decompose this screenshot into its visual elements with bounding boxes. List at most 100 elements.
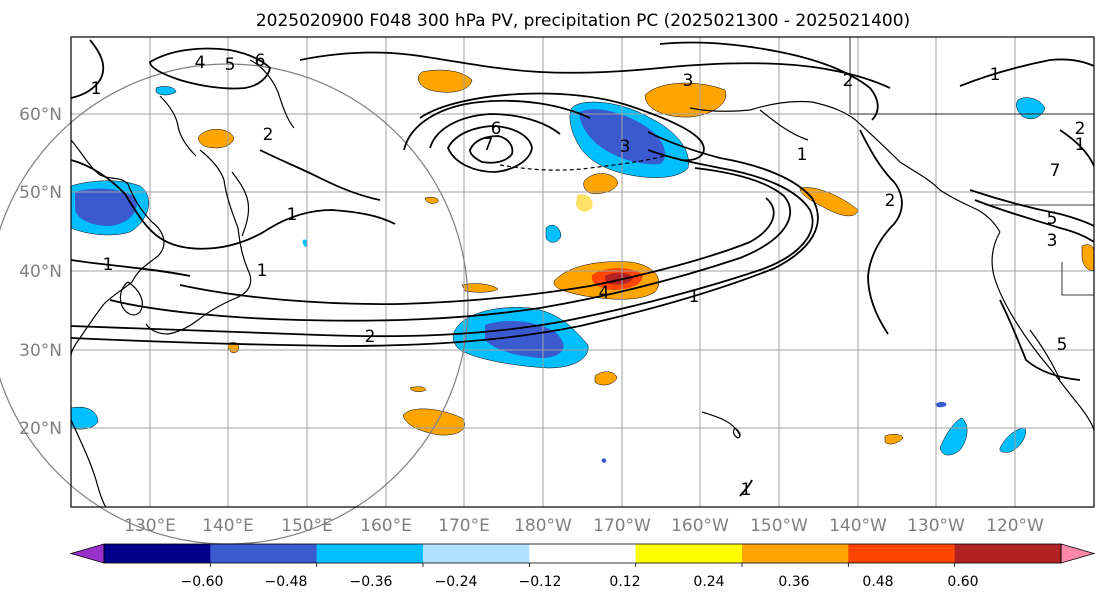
colorbar-tick-label: −0.48 (265, 574, 308, 590)
pv-contour (999, 299, 1081, 381)
precip-shape (418, 69, 473, 93)
longitude-axis: 130°E 140°E 150°E 160°E 170°E 180°W 170°… (124, 516, 1044, 536)
longitude-label: 140°W (829, 516, 887, 536)
contour-label: 5 (1057, 335, 1068, 355)
longitude-label: 160°E (360, 516, 412, 536)
coastline (70, 139, 165, 357)
pv-contour (969, 189, 1095, 227)
pv-contour (299, 51, 891, 89)
precip-shape (601, 458, 607, 463)
pv-contour (109, 167, 792, 322)
precip-negative-shading (70, 86, 1046, 463)
colorbar-segment (848, 544, 956, 563)
coastline (759, 109, 809, 141)
contour-label: 1 (287, 205, 298, 225)
longitude-label: 180°W (514, 516, 572, 536)
longitude-label: 140°E (202, 516, 254, 536)
japan-coast (145, 149, 252, 335)
precip-shape (644, 82, 727, 118)
contour-label: 2 (885, 191, 896, 211)
aleutian-chain (499, 155, 666, 171)
precip-shape (1016, 97, 1046, 119)
pv-contour (974, 199, 1095, 243)
pv-contour (179, 197, 775, 305)
longitude-label: 130°W (907, 516, 965, 536)
colorbar-tick-label: 0.24 (693, 574, 724, 590)
colorbar-tick-label: 0.48 (862, 574, 893, 590)
map-panel: 1 2 4 5 6 1 1 1 2 6 7 3 4 1 3 1 2 2 1 7 … (0, 36, 1095, 545)
colorbar-extend-low (69, 543, 105, 564)
pv-contour (659, 41, 879, 121)
contour-label: 6 (255, 51, 266, 71)
na-west-coast (991, 231, 1095, 431)
precip-shape (799, 187, 859, 217)
pv-contour (70, 131, 819, 347)
contour-label: 7 (483, 135, 494, 155)
precip-shape (935, 401, 947, 408)
longitude-label: 160°W (671, 516, 729, 536)
pv-contour (959, 58, 1095, 87)
contour-label: 2 (843, 71, 854, 91)
longitude-label: 170°W (593, 516, 651, 536)
contour-label: 1 (1075, 135, 1086, 155)
pv-contour (70, 259, 191, 277)
coastline (159, 95, 197, 157)
colorbar-tick-label: 0.12 (609, 574, 640, 590)
coastline (231, 171, 250, 237)
contour-label: 5 (225, 55, 236, 75)
pv-contour (419, 92, 705, 162)
precip-shape (545, 225, 562, 243)
coastline (70, 419, 107, 508)
precip-shape (70, 406, 99, 430)
pv-contour (70, 149, 814, 338)
latitude-label: 40°N (19, 262, 62, 282)
contour-label: 7 (1050, 161, 1061, 181)
pv-contour (403, 99, 591, 151)
pv-contour (859, 129, 903, 335)
precip-shape (884, 434, 904, 445)
longitude-label: 170°E (438, 516, 490, 536)
longitude-label: 130°E (124, 516, 176, 536)
latitude-label: 30°N (19, 341, 62, 361)
coastline (119, 281, 143, 316)
alaska-coast (689, 100, 1001, 233)
contour-label: 1 (689, 287, 700, 307)
colorbar-tick-label: −0.60 (181, 574, 224, 590)
colorbar-tick-label: 0.36 (778, 574, 809, 590)
contour-label: 3 (683, 71, 694, 91)
coastlines (70, 37, 1095, 508)
pv-contour (259, 149, 381, 201)
contour-label: 5 (1047, 209, 1058, 229)
pv-contour (70, 159, 396, 250)
colorbar-tick-label: 0.60 (947, 574, 978, 590)
pv-contour (149, 47, 271, 90)
precip-shape (424, 196, 439, 204)
colorbar-tick-labels: −0.60 −0.48 −0.36 −0.24 −0.12 0.12 0.24 … (181, 574, 979, 590)
contour-label: 1 (91, 79, 102, 99)
border (1061, 262, 1094, 296)
colorbar-segment (742, 544, 849, 563)
colorbar-segment (529, 544, 637, 563)
precip-shape (576, 194, 593, 212)
longitude-label: 150°E (281, 516, 333, 536)
pv-contour (70, 39, 105, 99)
pv-contour (447, 125, 533, 173)
contour-label: 4 (195, 53, 206, 73)
latitude-label: 60°N (19, 105, 62, 125)
colorbar-segment (423, 544, 530, 563)
contour-label: 3 (620, 137, 631, 157)
colorbar-segment (104, 544, 211, 563)
colorbar-tick-label: −0.12 (519, 574, 562, 590)
contour-label: 2 (1075, 119, 1086, 139)
pv-contour (1059, 129, 1095, 167)
colorbar-segment (210, 544, 318, 563)
precip-shape (198, 129, 235, 149)
contour-label: 1 (797, 145, 808, 165)
contour-label: 4 (599, 283, 610, 303)
latitude-label: 50°N (19, 183, 62, 203)
colorbar (69, 543, 1096, 567)
map-frame (70, 36, 1095, 508)
contour-label: 1 (990, 65, 1001, 85)
pv-contour (429, 113, 561, 149)
